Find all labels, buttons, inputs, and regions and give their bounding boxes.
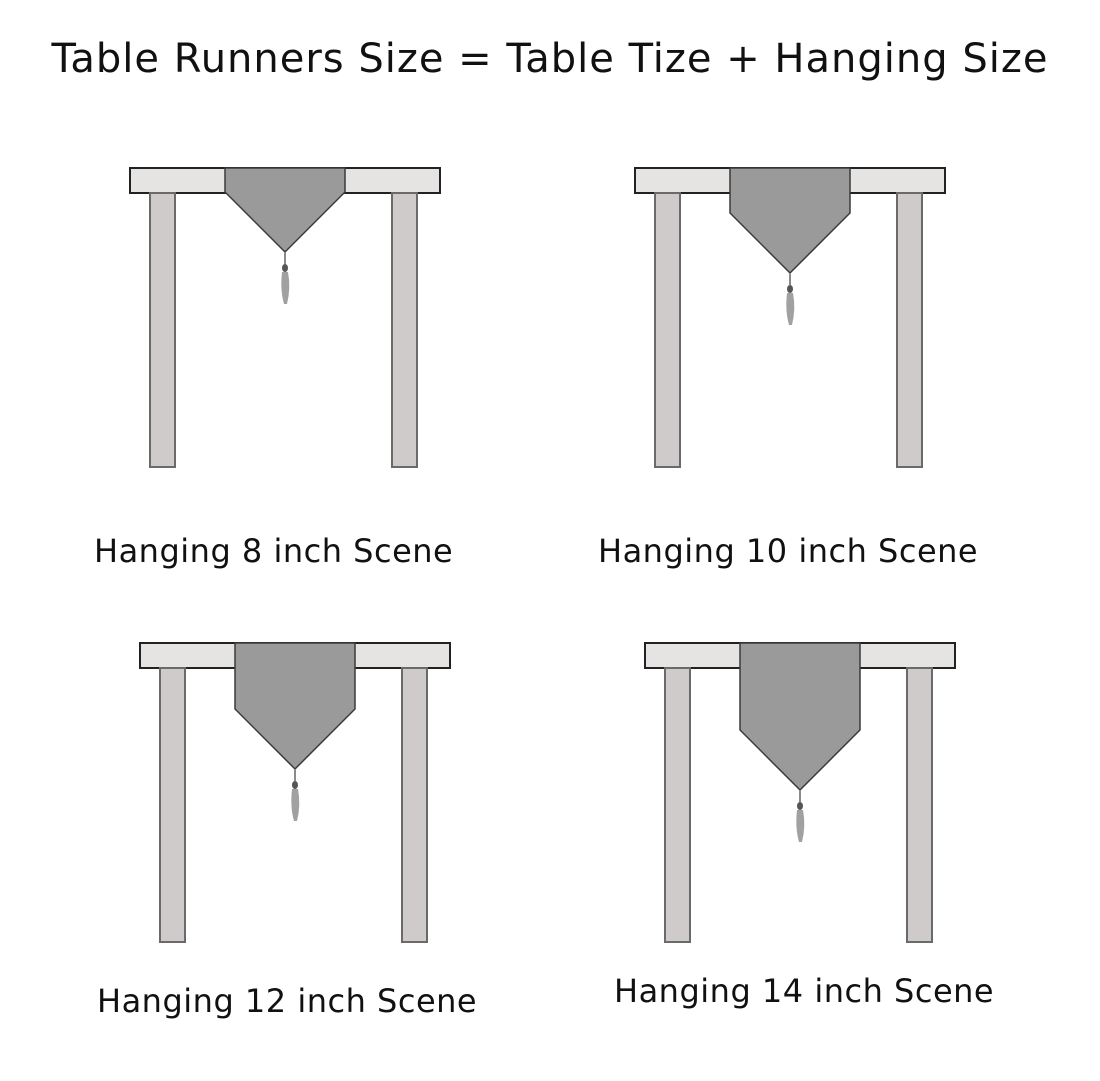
table-leg-right [391, 192, 418, 468]
table-diagram [644, 642, 956, 943]
table-leg-right [896, 192, 923, 468]
tassel-icon [786, 273, 795, 325]
tassel-knot [797, 802, 803, 810]
scene-caption-10-inch: Hanging 10 inch Scene [598, 532, 979, 570]
scene-caption-14-inch: Hanging 14 inch Scene [614, 972, 995, 1010]
tassel-fringe [281, 272, 290, 304]
table-scene-12-inch [130, 635, 460, 955]
scene-caption-12-inch: Hanging 12 inch Scene [97, 982, 478, 1020]
tassel-icon [291, 769, 300, 821]
table-leg-left [149, 192, 176, 468]
tassel-fringe [291, 789, 300, 821]
scene-caption-8-inch: Hanging 8 inch Scene [94, 532, 454, 570]
table-runner [234, 642, 356, 771]
table-runner [739, 642, 861, 792]
table-diagram [129, 167, 441, 468]
tassel-icon [796, 790, 805, 842]
table-leg-left [654, 192, 681, 468]
table-leg-left [664, 667, 691, 943]
table-scene-10-inch [625, 160, 955, 480]
table-scene-14-inch [635, 635, 965, 955]
table-leg-right [401, 667, 428, 943]
table-scene-8-inch [120, 160, 450, 480]
tassel-icon [281, 252, 290, 304]
tassel-knot [282, 264, 288, 272]
table-runner [729, 167, 851, 275]
page-title: Table Runners Size = Table Tize + Hangin… [51, 36, 1049, 82]
tassel-fringe [796, 810, 805, 842]
table-diagram [634, 167, 946, 468]
table-runner [224, 167, 346, 254]
table-leg-left [159, 667, 186, 943]
tassel-knot [787, 285, 793, 293]
table-diagram [139, 642, 451, 943]
tassel-fringe [786, 293, 795, 325]
tassel-knot [292, 781, 298, 789]
table-leg-right [906, 667, 933, 943]
